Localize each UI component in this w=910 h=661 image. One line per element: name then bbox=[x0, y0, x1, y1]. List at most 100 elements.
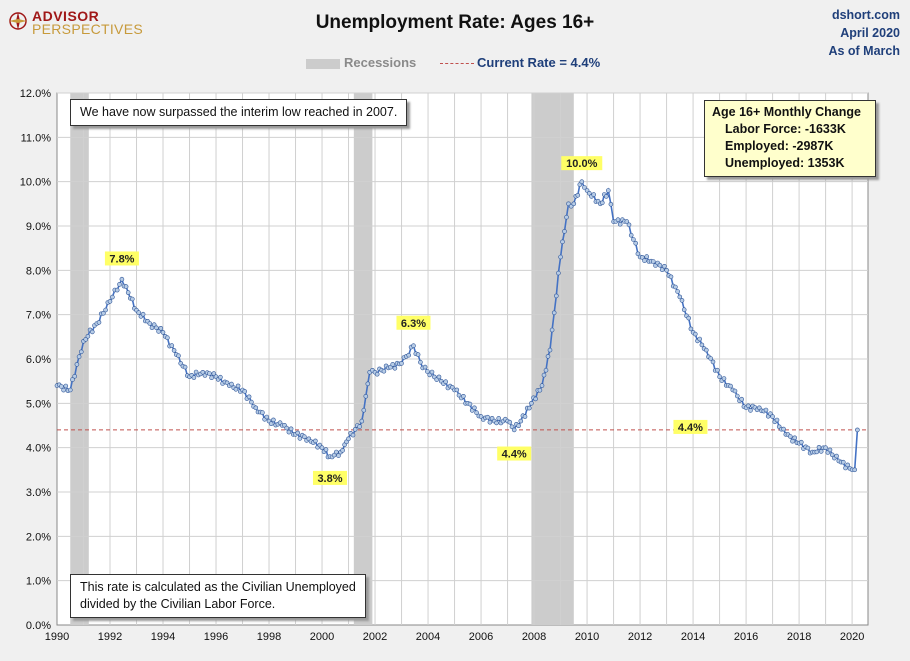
data-point bbox=[63, 383, 69, 389]
data-point bbox=[169, 343, 175, 348]
logo-text-top: ADVISOR bbox=[32, 8, 100, 24]
data-point bbox=[717, 374, 722, 380]
data-point bbox=[818, 449, 824, 454]
data-point bbox=[644, 254, 650, 259]
data-point bbox=[556, 270, 561, 276]
data-point bbox=[333, 449, 339, 455]
x-tick-label: 2000 bbox=[310, 631, 334, 643]
monthly-change-box: Age 16+ Monthly Change Labor Force: -163… bbox=[704, 100, 876, 177]
data-point bbox=[191, 375, 197, 380]
data-point bbox=[579, 179, 585, 184]
data-point bbox=[591, 192, 597, 197]
x-tick-label: 2002 bbox=[363, 631, 387, 643]
annotation-label-bg bbox=[312, 470, 347, 485]
annotation-label-text: 4.4% bbox=[502, 449, 527, 461]
data-point bbox=[68, 387, 73, 393]
data-point bbox=[103, 307, 108, 313]
unemployed-change: Unemployed: 1353K bbox=[725, 156, 845, 170]
data-point bbox=[756, 405, 762, 411]
data-point bbox=[467, 401, 473, 407]
data-point bbox=[406, 352, 412, 358]
annotation-label: 4.4% bbox=[497, 446, 532, 461]
data-point bbox=[392, 365, 398, 371]
data-point bbox=[529, 400, 534, 406]
data-point bbox=[415, 352, 421, 357]
data-point bbox=[83, 337, 88, 342]
data-point bbox=[454, 387, 460, 393]
data-point bbox=[628, 232, 634, 238]
data-point bbox=[697, 336, 703, 342]
data-point bbox=[668, 274, 674, 280]
data-point bbox=[787, 434, 793, 439]
data-point bbox=[823, 445, 828, 451]
data-point bbox=[427, 372, 433, 378]
data-point bbox=[363, 393, 369, 399]
y-tick-label: 12.0% bbox=[20, 88, 51, 100]
data-point bbox=[242, 389, 247, 394]
data-point bbox=[253, 405, 259, 411]
data-point bbox=[461, 393, 466, 399]
data-point bbox=[59, 384, 64, 389]
data-point bbox=[336, 453, 341, 458]
y-tick-label: 2.0% bbox=[26, 531, 51, 543]
data-point bbox=[123, 284, 129, 289]
data-point bbox=[323, 447, 329, 452]
data-point bbox=[350, 432, 356, 438]
data-point bbox=[165, 335, 170, 341]
data-point bbox=[575, 193, 581, 198]
data-point bbox=[526, 405, 532, 411]
data-point bbox=[626, 222, 632, 228]
x-tick-label: 2018 bbox=[787, 631, 811, 643]
data-point bbox=[774, 417, 780, 423]
current-rate-legend-swatch bbox=[440, 63, 474, 64]
data-point bbox=[140, 311, 146, 317]
annotation-label-text: 10.0% bbox=[566, 158, 597, 170]
data-point bbox=[200, 369, 206, 375]
note-bottom-line1: This rate is calculated as the Civilian … bbox=[80, 580, 356, 594]
x-tick-label: 1994 bbox=[151, 631, 175, 643]
data-point bbox=[207, 371, 212, 376]
data-point bbox=[549, 327, 555, 333]
data-point bbox=[545, 354, 551, 359]
source-site: dshort.com bbox=[831, 8, 900, 22]
data-point bbox=[615, 217, 621, 222]
data-point bbox=[374, 371, 380, 377]
data-point bbox=[543, 367, 549, 373]
data-point bbox=[770, 414, 775, 419]
current-rate-legend-label: Current Rate = 4.4% bbox=[477, 55, 601, 70]
data-point bbox=[443, 379, 449, 385]
x-tick-label: 1998 bbox=[257, 631, 281, 643]
data-point bbox=[288, 426, 294, 432]
y-tick-label: 5.0% bbox=[26, 398, 51, 410]
x-tick-label: 2010 bbox=[575, 631, 599, 643]
data-point bbox=[816, 444, 822, 450]
data-point bbox=[193, 369, 199, 375]
y-tick-label: 3.0% bbox=[26, 487, 51, 499]
y-tick-label: 4.0% bbox=[26, 443, 51, 455]
y-tick-label: 6.0% bbox=[26, 354, 51, 366]
data-point bbox=[110, 294, 115, 300]
annotation-label: 3.8% bbox=[312, 470, 347, 485]
data-point bbox=[840, 459, 846, 465]
data-point bbox=[509, 424, 515, 430]
x-tick-label: 2008 bbox=[522, 631, 546, 643]
data-point bbox=[657, 262, 663, 268]
data-point bbox=[297, 436, 303, 441]
data-point bbox=[117, 282, 122, 287]
data-point bbox=[739, 396, 745, 402]
employed-change: Employed: -2987K bbox=[725, 139, 834, 153]
compass-logo-icon bbox=[9, 12, 27, 30]
data-point bbox=[264, 414, 270, 420]
data-point bbox=[96, 320, 102, 325]
x-tick-label: 2006 bbox=[469, 631, 493, 643]
data-point bbox=[295, 430, 301, 436]
y-tick-label: 7.0% bbox=[26, 310, 51, 322]
data-point bbox=[352, 427, 358, 432]
data-point bbox=[792, 435, 798, 441]
data-point bbox=[553, 293, 559, 299]
data-point bbox=[633, 240, 639, 246]
data-point bbox=[496, 416, 502, 421]
data-point bbox=[798, 439, 804, 445]
data-point bbox=[90, 329, 95, 335]
data-point bbox=[571, 201, 577, 207]
